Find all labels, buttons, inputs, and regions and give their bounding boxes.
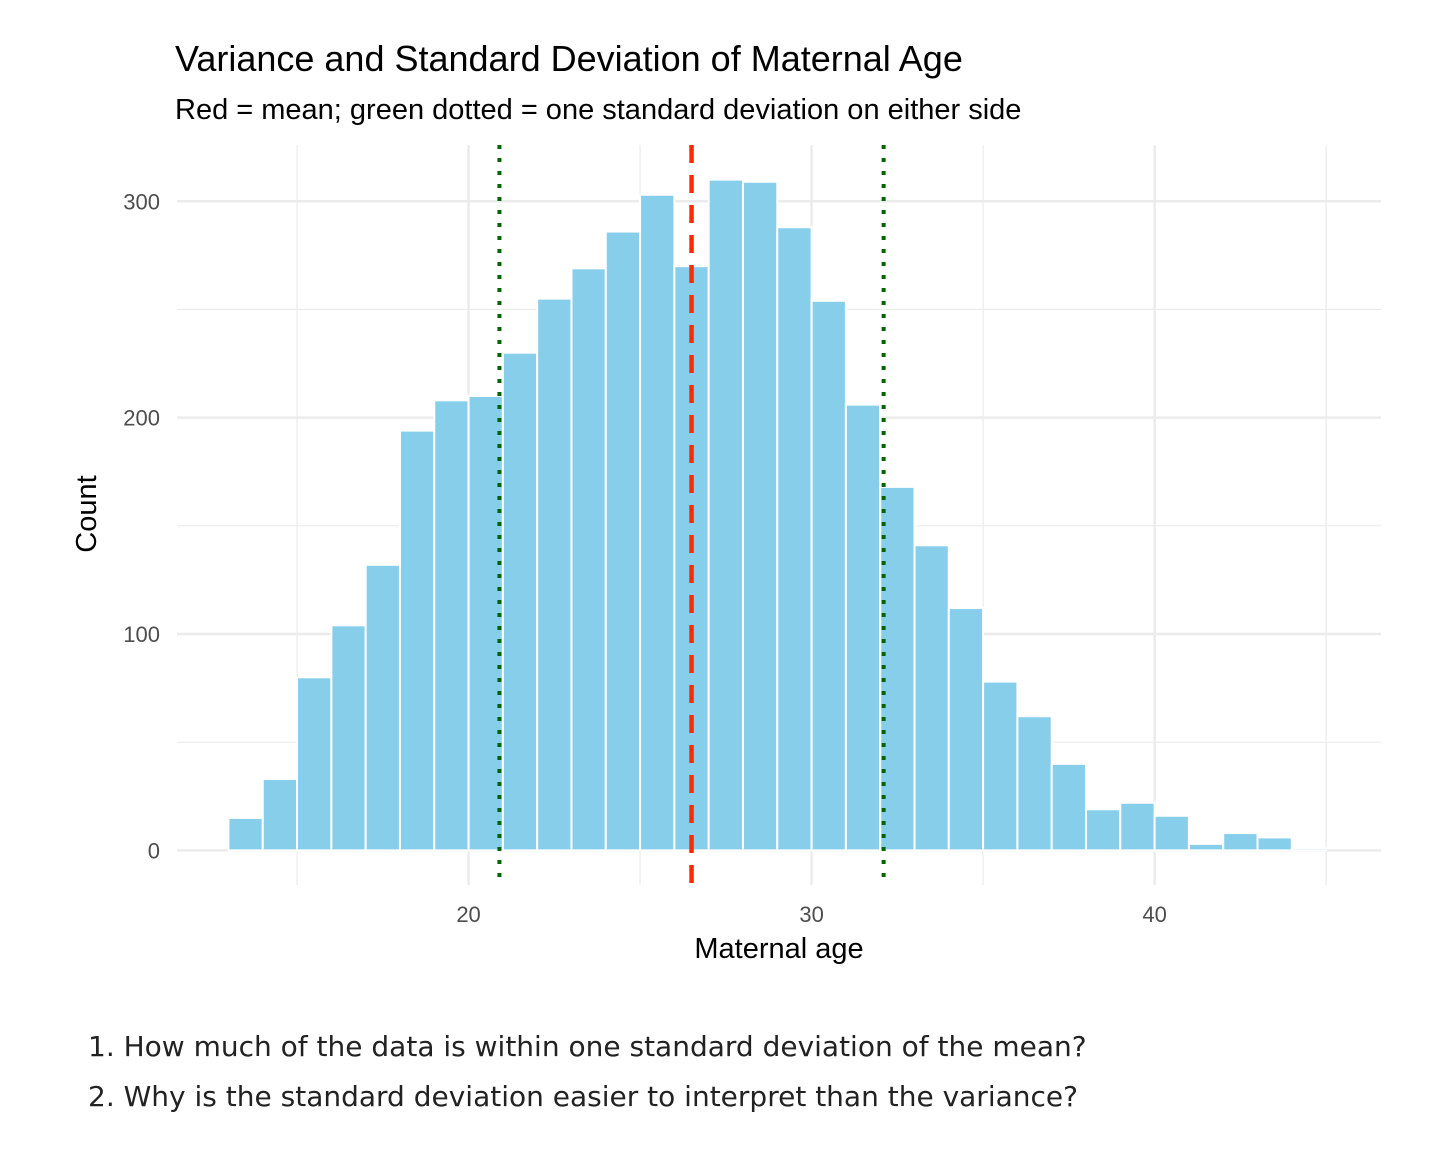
y-tick-label: 0 [148,838,160,863]
histogram-bar [982,680,1019,852]
histogram-bar [398,429,436,852]
y-tick-label: 100 [123,622,160,647]
bars [227,178,1328,852]
histogram-bar [913,544,950,852]
x-tick-label: 30 [799,902,823,927]
histogram-bar [433,399,470,852]
histogram-bar [1050,762,1088,852]
histogram-bar [707,178,744,852]
histogram-bar [1085,808,1122,852]
histogram-bar [1256,836,1293,852]
histogram-bar [1222,832,1259,852]
questions-list: 1. How much of the data is within one st… [88,1022,1087,1122]
histogram-bar [570,267,607,852]
x-tick-label: 20 [456,902,480,927]
chart-title: Variance and Standard Deviation of Mater… [175,38,963,79]
axis-ticks: 20 30 40 0 100 200 300 [123,189,1167,927]
y-axis-label: Count [71,475,103,552]
histogram-bar [776,226,813,852]
histogram-bar [1016,715,1053,852]
x-tick-label: 40 [1142,902,1166,927]
histogram-bar [1119,801,1156,852]
histogram-bar [261,777,299,852]
histogram-bar [639,193,676,852]
histogram-bar [810,299,847,852]
histogram-bar [1187,842,1225,852]
histogram-bar [1153,814,1190,852]
histogram-bar [330,624,367,852]
x-axis-label: Maternal age [694,933,863,965]
question-2: 2. Why is the standard deviation easier … [88,1080,1078,1113]
histogram-bar [604,230,642,852]
reference-lines [497,145,886,885]
histogram-bar [741,180,779,852]
histogram-bar [501,351,539,852]
histogram-bar [947,607,985,852]
histogram-bar [296,676,333,852]
y-tick-label: 200 [123,406,160,431]
histogram-bar [536,297,573,852]
histogram-bar [844,403,882,852]
y-tick-label: 300 [123,189,160,214]
histogram-bar [364,563,401,852]
question-1: 1. How much of the data is within one st… [88,1030,1087,1063]
chart-subtitle: Red = mean; green dotted = one standard … [175,94,1021,126]
histogram-bar [227,816,264,852]
histogram-bar [1290,847,1328,852]
